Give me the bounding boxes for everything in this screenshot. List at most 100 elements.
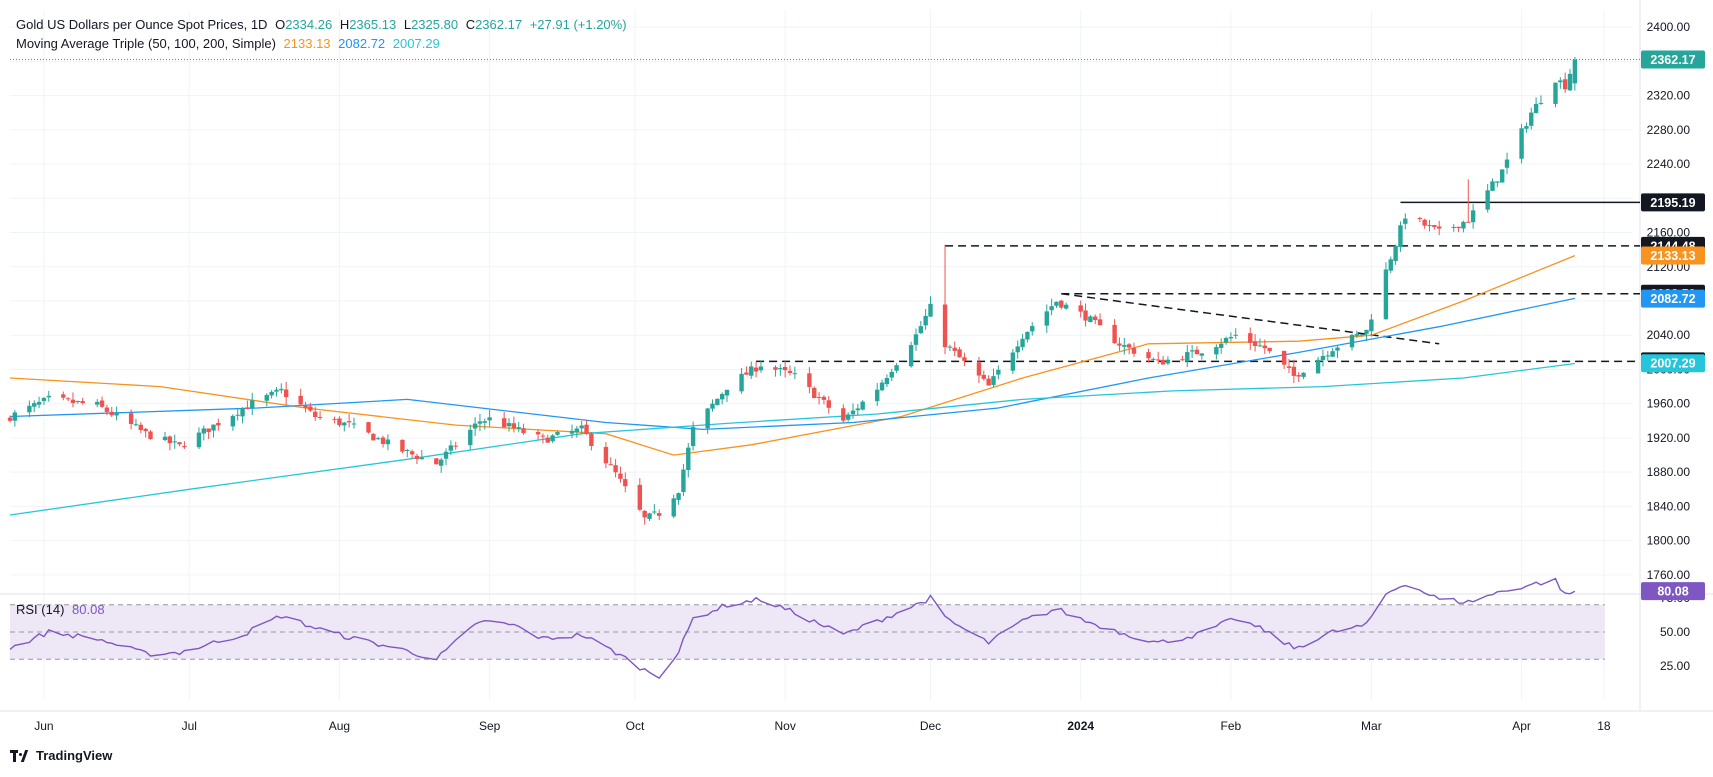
candle-body bbox=[1117, 343, 1122, 346]
candle-body bbox=[468, 429, 473, 446]
candle-body bbox=[405, 449, 410, 451]
open-label: O bbox=[275, 17, 286, 32]
candle-body bbox=[884, 377, 890, 385]
trend-line bbox=[1061, 292, 1440, 345]
candle-body bbox=[555, 431, 560, 435]
candle-body bbox=[1180, 359, 1185, 361]
candle-body bbox=[1388, 259, 1393, 271]
candle-body bbox=[1262, 345, 1267, 349]
candle-body bbox=[487, 417, 492, 421]
candle-body bbox=[453, 445, 458, 447]
high-label: H bbox=[339, 17, 350, 32]
candle-body bbox=[1257, 345, 1263, 347]
candle-body bbox=[1146, 352, 1151, 359]
candle-body bbox=[1214, 347, 1219, 355]
candle-body bbox=[942, 304, 948, 348]
candle-body bbox=[1131, 348, 1137, 354]
candle-body bbox=[1093, 316, 1098, 321]
candle-body bbox=[690, 427, 696, 447]
candle-body bbox=[719, 393, 725, 400]
candle-body bbox=[1248, 333, 1253, 343]
candle-body bbox=[1504, 159, 1510, 168]
candle-body bbox=[705, 408, 710, 429]
candle-body bbox=[540, 435, 546, 437]
candle-body bbox=[724, 389, 730, 396]
candle-body bbox=[351, 423, 357, 425]
candle-body bbox=[569, 430, 575, 434]
ma-legend: Moving Average Triple (50, 100, 200, Sim… bbox=[16, 36, 444, 51]
candle-body bbox=[1112, 324, 1117, 344]
time-tick-label: Dec bbox=[920, 719, 941, 733]
candle-body bbox=[172, 441, 177, 443]
time-tick-label: Oct bbox=[626, 719, 645, 733]
time-tick-label: Feb bbox=[1221, 719, 1242, 733]
candle-body bbox=[1466, 221, 1471, 223]
candle-body bbox=[1364, 329, 1369, 334]
candle-body bbox=[167, 436, 173, 444]
candle-body bbox=[976, 362, 982, 376]
candle-body bbox=[1529, 112, 1534, 126]
high-value: 2365.13 bbox=[349, 17, 397, 32]
rsi-header-value: 80.08 bbox=[72, 602, 105, 617]
candle-body bbox=[230, 415, 236, 427]
candle-body bbox=[235, 414, 240, 416]
candle-body bbox=[1315, 359, 1321, 374]
candle-body bbox=[109, 411, 114, 416]
candle-body bbox=[1369, 319, 1374, 332]
candle-body bbox=[162, 436, 168, 441]
candle-body bbox=[1063, 304, 1069, 309]
candle-body bbox=[753, 367, 759, 372]
candle-body bbox=[952, 347, 957, 351]
candle-body bbox=[283, 389, 289, 398]
candle-body bbox=[821, 396, 827, 400]
candle-body bbox=[749, 366, 754, 376]
candle-body bbox=[332, 418, 337, 420]
candle-body bbox=[1461, 221, 1466, 229]
candle-body bbox=[511, 423, 517, 429]
candle-body bbox=[879, 382, 885, 391]
candle-body bbox=[807, 373, 812, 387]
candle-body bbox=[962, 357, 967, 361]
candle-body bbox=[201, 428, 206, 434]
candle-body bbox=[1088, 316, 1093, 323]
price-tick-label: 2400.00 bbox=[1647, 20, 1691, 34]
candle-body bbox=[41, 397, 47, 401]
candle-body bbox=[739, 373, 744, 392]
candle-body bbox=[986, 378, 991, 386]
candle-body bbox=[7, 417, 13, 421]
moving-average-line bbox=[9, 362, 1575, 516]
candle-body bbox=[1553, 82, 1558, 104]
price-tag bbox=[1641, 193, 1705, 212]
candle-body bbox=[1330, 351, 1335, 357]
candle-body bbox=[1281, 350, 1287, 365]
candle-body bbox=[274, 389, 279, 392]
candle-body bbox=[269, 391, 274, 396]
candle-body bbox=[337, 418, 342, 426]
candle-body bbox=[419, 457, 425, 460]
candle-body bbox=[1301, 372, 1306, 377]
candle-body bbox=[787, 370, 793, 373]
tradingview-logo[interactable]: TradingView bbox=[10, 748, 112, 763]
candle-body bbox=[36, 402, 42, 405]
candle-body bbox=[928, 303, 933, 317]
candle-body bbox=[1228, 336, 1234, 339]
candle-body bbox=[1059, 300, 1064, 308]
candle-body bbox=[957, 349, 962, 358]
candle-body bbox=[70, 399, 76, 404]
candle-body bbox=[652, 511, 657, 513]
candle-body bbox=[1325, 355, 1330, 357]
close-value: 2362.17 bbox=[475, 17, 523, 32]
candle-body bbox=[61, 394, 66, 398]
rsi-value-tag-label: 80.08 bbox=[1657, 585, 1688, 599]
candle-body bbox=[1432, 225, 1437, 228]
candle-body bbox=[206, 428, 211, 432]
candle-body bbox=[279, 388, 284, 391]
candle-body bbox=[1020, 338, 1025, 348]
candle-body bbox=[27, 405, 32, 413]
price-tick-label: 2240.00 bbox=[1647, 157, 1691, 171]
candle-body bbox=[414, 455, 420, 460]
rsi-title: RSI (14) bbox=[16, 602, 65, 617]
candle-body bbox=[773, 367, 778, 370]
candle-body bbox=[1393, 245, 1398, 261]
